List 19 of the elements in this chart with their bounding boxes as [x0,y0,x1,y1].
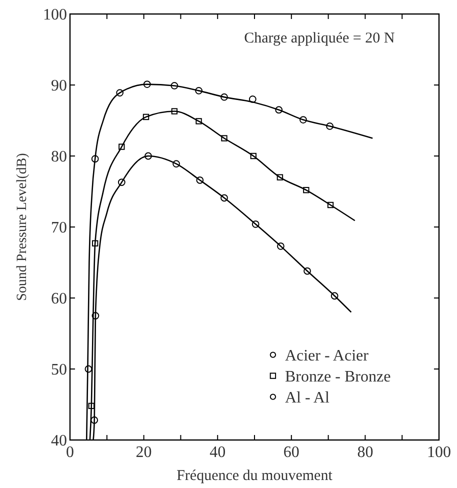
y-tick-label: 90 [51,78,67,95]
y-tick-label: 100 [43,6,67,24]
y-tick-label: 50 [51,362,67,379]
x-tick-label: 100 [427,444,451,461]
x-axis-title: Fréquence du mouvement [176,468,334,484]
x-tick-label: 20 [136,444,152,461]
y-axis-title: Sound Pressure Level(dB) [15,152,30,301]
x-tick-label: 0 [66,444,74,461]
y-tick-label: 80 [51,148,67,166]
x-tick-label: 80 [357,444,374,461]
y-tick-label: 70 [51,220,67,237]
legend-label: Al - Al [284,389,330,406]
annotation: Charge appliquée = 20 N [244,30,395,46]
legend-label: Acier - Acier [284,347,370,364]
x-tick-label: 40 [210,444,226,461]
legend-label: Bronze - Bronze [284,368,391,386]
y-tick-label: 40 [51,432,67,450]
y-tick-label: 60 [51,290,67,308]
x-tick-label: 60 [283,444,300,461]
